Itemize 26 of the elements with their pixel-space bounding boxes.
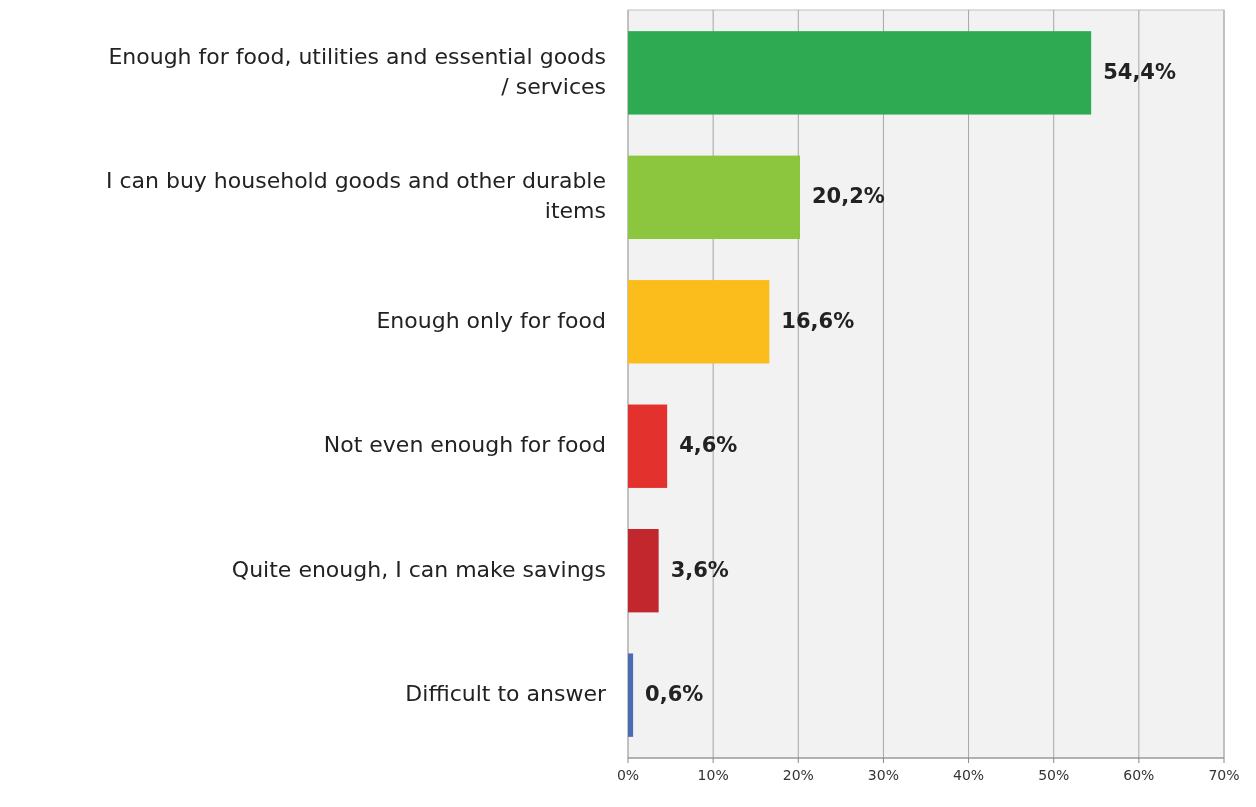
- x-tick-label: 0%: [616, 767, 640, 783]
- data-label: 0,6%: [645, 682, 704, 707]
- y-tick-label: Not even enough for food: [323, 432, 606, 458]
- y-tick-label: Enough for food, utilities and essential goods / services: [108, 43, 606, 99]
- bar: [628, 529, 659, 613]
- bar: [628, 280, 770, 364]
- y-tick-label: Difficult to answer: [405, 681, 607, 707]
- y-tick-label: Quite enough, I can make savings: [231, 556, 606, 582]
- x-tick-label: 60%: [1123, 767, 1155, 783]
- y-tick-label: Enough only for food: [376, 307, 606, 333]
- bar: [628, 155, 800, 239]
- data-label: 4,6%: [679, 433, 738, 458]
- x-tick-label: 30%: [867, 767, 899, 783]
- x-tick-label: 50%: [1038, 767, 1070, 783]
- data-label: 54,4%: [1103, 59, 1177, 84]
- y-tick-label: I can buy household goods and other durable items: [105, 168, 606, 224]
- data-label: 3,6%: [670, 557, 729, 582]
- x-tick-label: 40%: [953, 767, 985, 783]
- data-label: 16,6%: [781, 308, 855, 333]
- bar: [628, 653, 634, 737]
- bar: [628, 31, 1092, 115]
- data-label: 20,2%: [811, 184, 885, 209]
- x-tick-label: 70%: [1208, 767, 1240, 783]
- x-tick-label: 10%: [697, 767, 729, 783]
- x-tick-label: 20%: [782, 767, 814, 783]
- bar: [628, 404, 668, 488]
